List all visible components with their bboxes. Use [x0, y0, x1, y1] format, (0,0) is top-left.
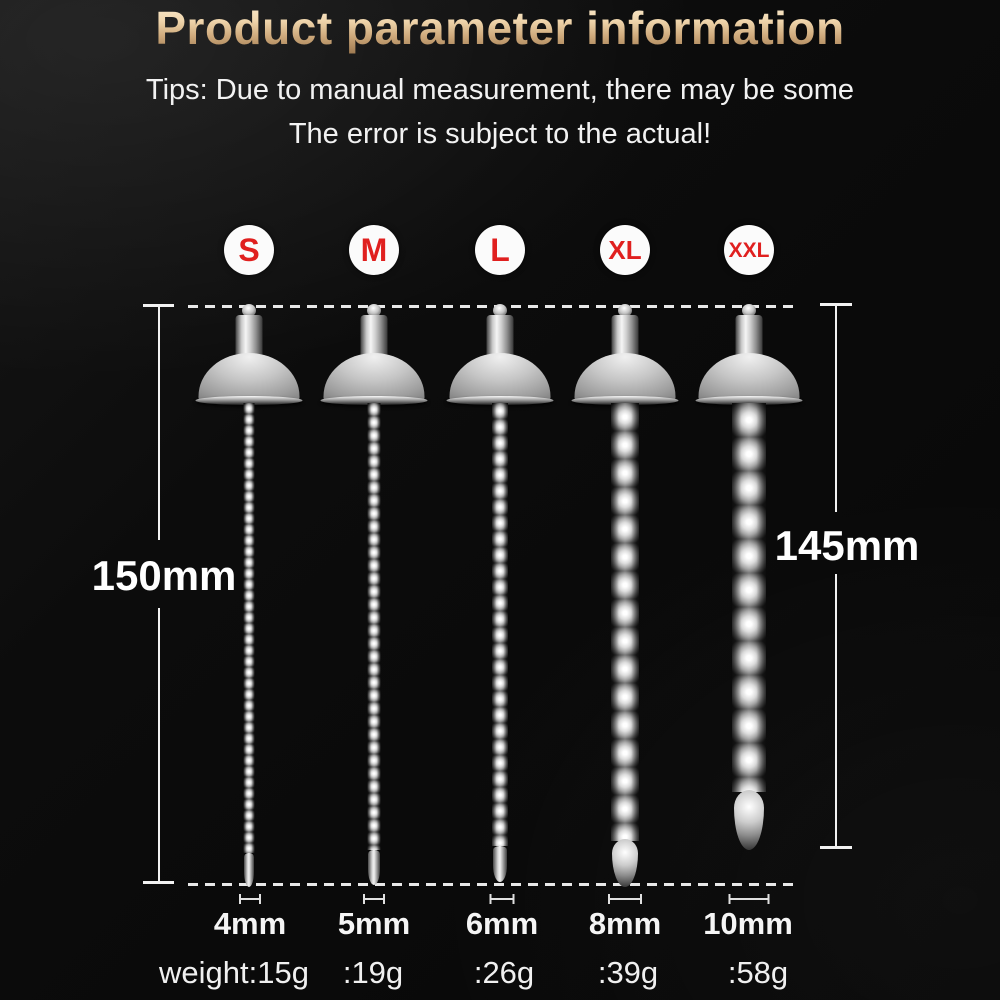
product-xl-neck: [611, 315, 639, 356]
right-measure-top-cap: [820, 303, 852, 306]
bottom-dashed-reference-line: [188, 883, 798, 886]
size-badge-xl-label: XL: [608, 235, 642, 265]
right-measure-bottom-cap: [820, 846, 852, 849]
product-xl-top-knob-icon: [618, 304, 632, 317]
size-badge-m-label: M: [360, 232, 388, 268]
product-s-beaded-shaft: [243, 403, 255, 853]
product-m-tip: [368, 850, 380, 885]
product-l-dome-rim: [446, 396, 554, 405]
product-m-dome-flange: [323, 353, 425, 402]
size-badge-s: S: [224, 225, 274, 275]
product-l-beaded-shaft: [492, 403, 508, 846]
diameter-label-s: 4mm: [213, 906, 287, 941]
weight-label-m: :19g: [342, 955, 404, 990]
product-xxl-dome-rim: [695, 396, 803, 405]
product-m-beaded-shaft: [367, 403, 381, 850]
left-measure-line-lower: [158, 608, 160, 883]
size-badge-s-label: S: [238, 232, 260, 268]
product-xxl-beaded-shaft: [732, 403, 766, 792]
left-measure-top-cap: [143, 304, 174, 307]
product-xl-beaded-shaft: [611, 403, 639, 841]
diameter-label-l: 6mm: [465, 906, 539, 941]
weight-label-l: :26g: [473, 955, 535, 990]
tips-line-1: Tips: Due to manual measurement, there m…: [145, 74, 855, 106]
size-badge-l-label: L: [490, 232, 510, 268]
product-s-dome-flange: [198, 353, 300, 402]
diameter-bracket-l: [489, 894, 515, 904]
weight-label-xl: :39g: [597, 955, 659, 990]
right-measure-line-lower: [835, 574, 837, 848]
product-l-tip: [493, 846, 507, 882]
right-length-label: 145mm: [774, 522, 920, 569]
left-measure-line-upper: [158, 307, 160, 540]
product-l-neck: [486, 315, 514, 356]
product-s-dome-rim: [195, 396, 303, 405]
product-s-neck: [235, 315, 263, 356]
size-badge-l: L: [475, 225, 525, 275]
weight-label-s: weight:15g: [159, 955, 309, 990]
product-xl-tip: [612, 839, 638, 887]
product-xxl-tip: [734, 790, 764, 850]
size-badge-xl: XL: [600, 225, 650, 275]
left-measure-bottom-cap: [143, 881, 174, 884]
product-xxl-neck: [735, 315, 763, 356]
product-xl-dome-rim: [571, 396, 679, 405]
weight-label-xxl: :58g: [727, 955, 789, 990]
product-s-tip: [244, 853, 254, 887]
diameter-bracket-s: [239, 894, 261, 904]
product-l-dome-flange: [449, 353, 551, 402]
product-m-neck: [360, 315, 388, 356]
diameter-label-xxl: 10mm: [703, 906, 793, 941]
product-xl-dome-flange: [574, 353, 676, 402]
product-m-top-knob-icon: [367, 304, 381, 317]
size-badge-m: M: [349, 225, 399, 275]
tips-line-2: The error is subject to the actual!: [288, 118, 712, 150]
right-measure-line-upper: [835, 306, 837, 512]
product-m-dome-rim: [320, 396, 428, 405]
product-xxl-dome-flange: [698, 353, 800, 402]
diameter-bracket-m: [363, 894, 385, 904]
diameter-label-xl: 8mm: [588, 906, 662, 941]
diameter-bracket-xl: [608, 894, 642, 904]
page-title: Product parameter information: [155, 2, 845, 54]
diameter-bracket-xxl: [728, 894, 770, 904]
diameter-label-m: 5mm: [337, 906, 411, 941]
product-s-top-knob-icon: [242, 304, 256, 317]
size-badge-xxl: XXL: [724, 225, 774, 275]
product-xxl-top-knob-icon: [742, 304, 756, 317]
product-l-top-knob-icon: [493, 304, 507, 317]
left-length-label: 150mm: [91, 552, 237, 599]
size-badge-xxl-label: XXL: [728, 238, 770, 262]
